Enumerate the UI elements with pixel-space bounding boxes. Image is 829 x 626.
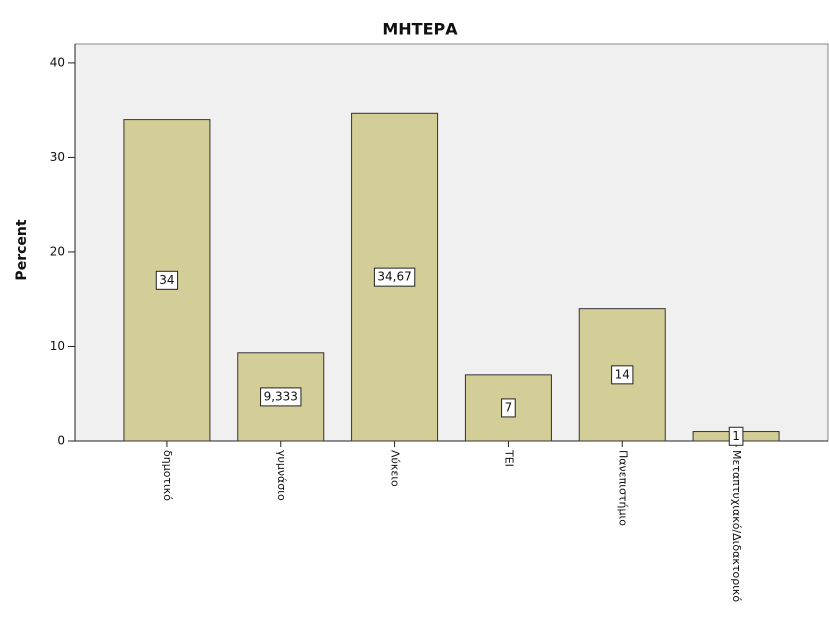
value-label-box [373, 267, 416, 287]
x-tick-label: δημοτικό [161, 450, 174, 501]
y-tick-label: 40 [50, 55, 65, 69]
value-label: 34 [159, 273, 174, 287]
y-tick-label: 10 [50, 339, 65, 353]
bar [237, 352, 325, 442]
x-tick-label: ΤΕΙ [502, 449, 515, 467]
chart-title: ΜΗΤΕΡΑ [382, 20, 458, 39]
value-label: 7 [505, 400, 513, 414]
value-label-box [728, 426, 744, 446]
value-label-box [501, 398, 516, 418]
value-label-box [155, 270, 179, 290]
y-tick-label: 30 [50, 150, 65, 164]
y-axis-label: Percent [14, 219, 30, 280]
value-label-box [260, 387, 302, 407]
x-tick-label: Μεταπτυχιακό/Διδακτορικό [730, 450, 743, 602]
x-tick-label: Λύκειο [389, 450, 402, 487]
value-label: 34,67 [377, 270, 411, 284]
x-tick-label: γυμνάσιο [275, 450, 288, 501]
y-tick-label: 20 [50, 244, 65, 258]
value-label: 1 [732, 429, 740, 443]
value-label-box [611, 365, 634, 385]
x-tick-label: Πανεπιστήμιο [616, 450, 629, 526]
value-label: 9,333 [264, 389, 298, 403]
value-label: 14 [615, 367, 630, 381]
y-tick-label: 0 [57, 434, 65, 448]
